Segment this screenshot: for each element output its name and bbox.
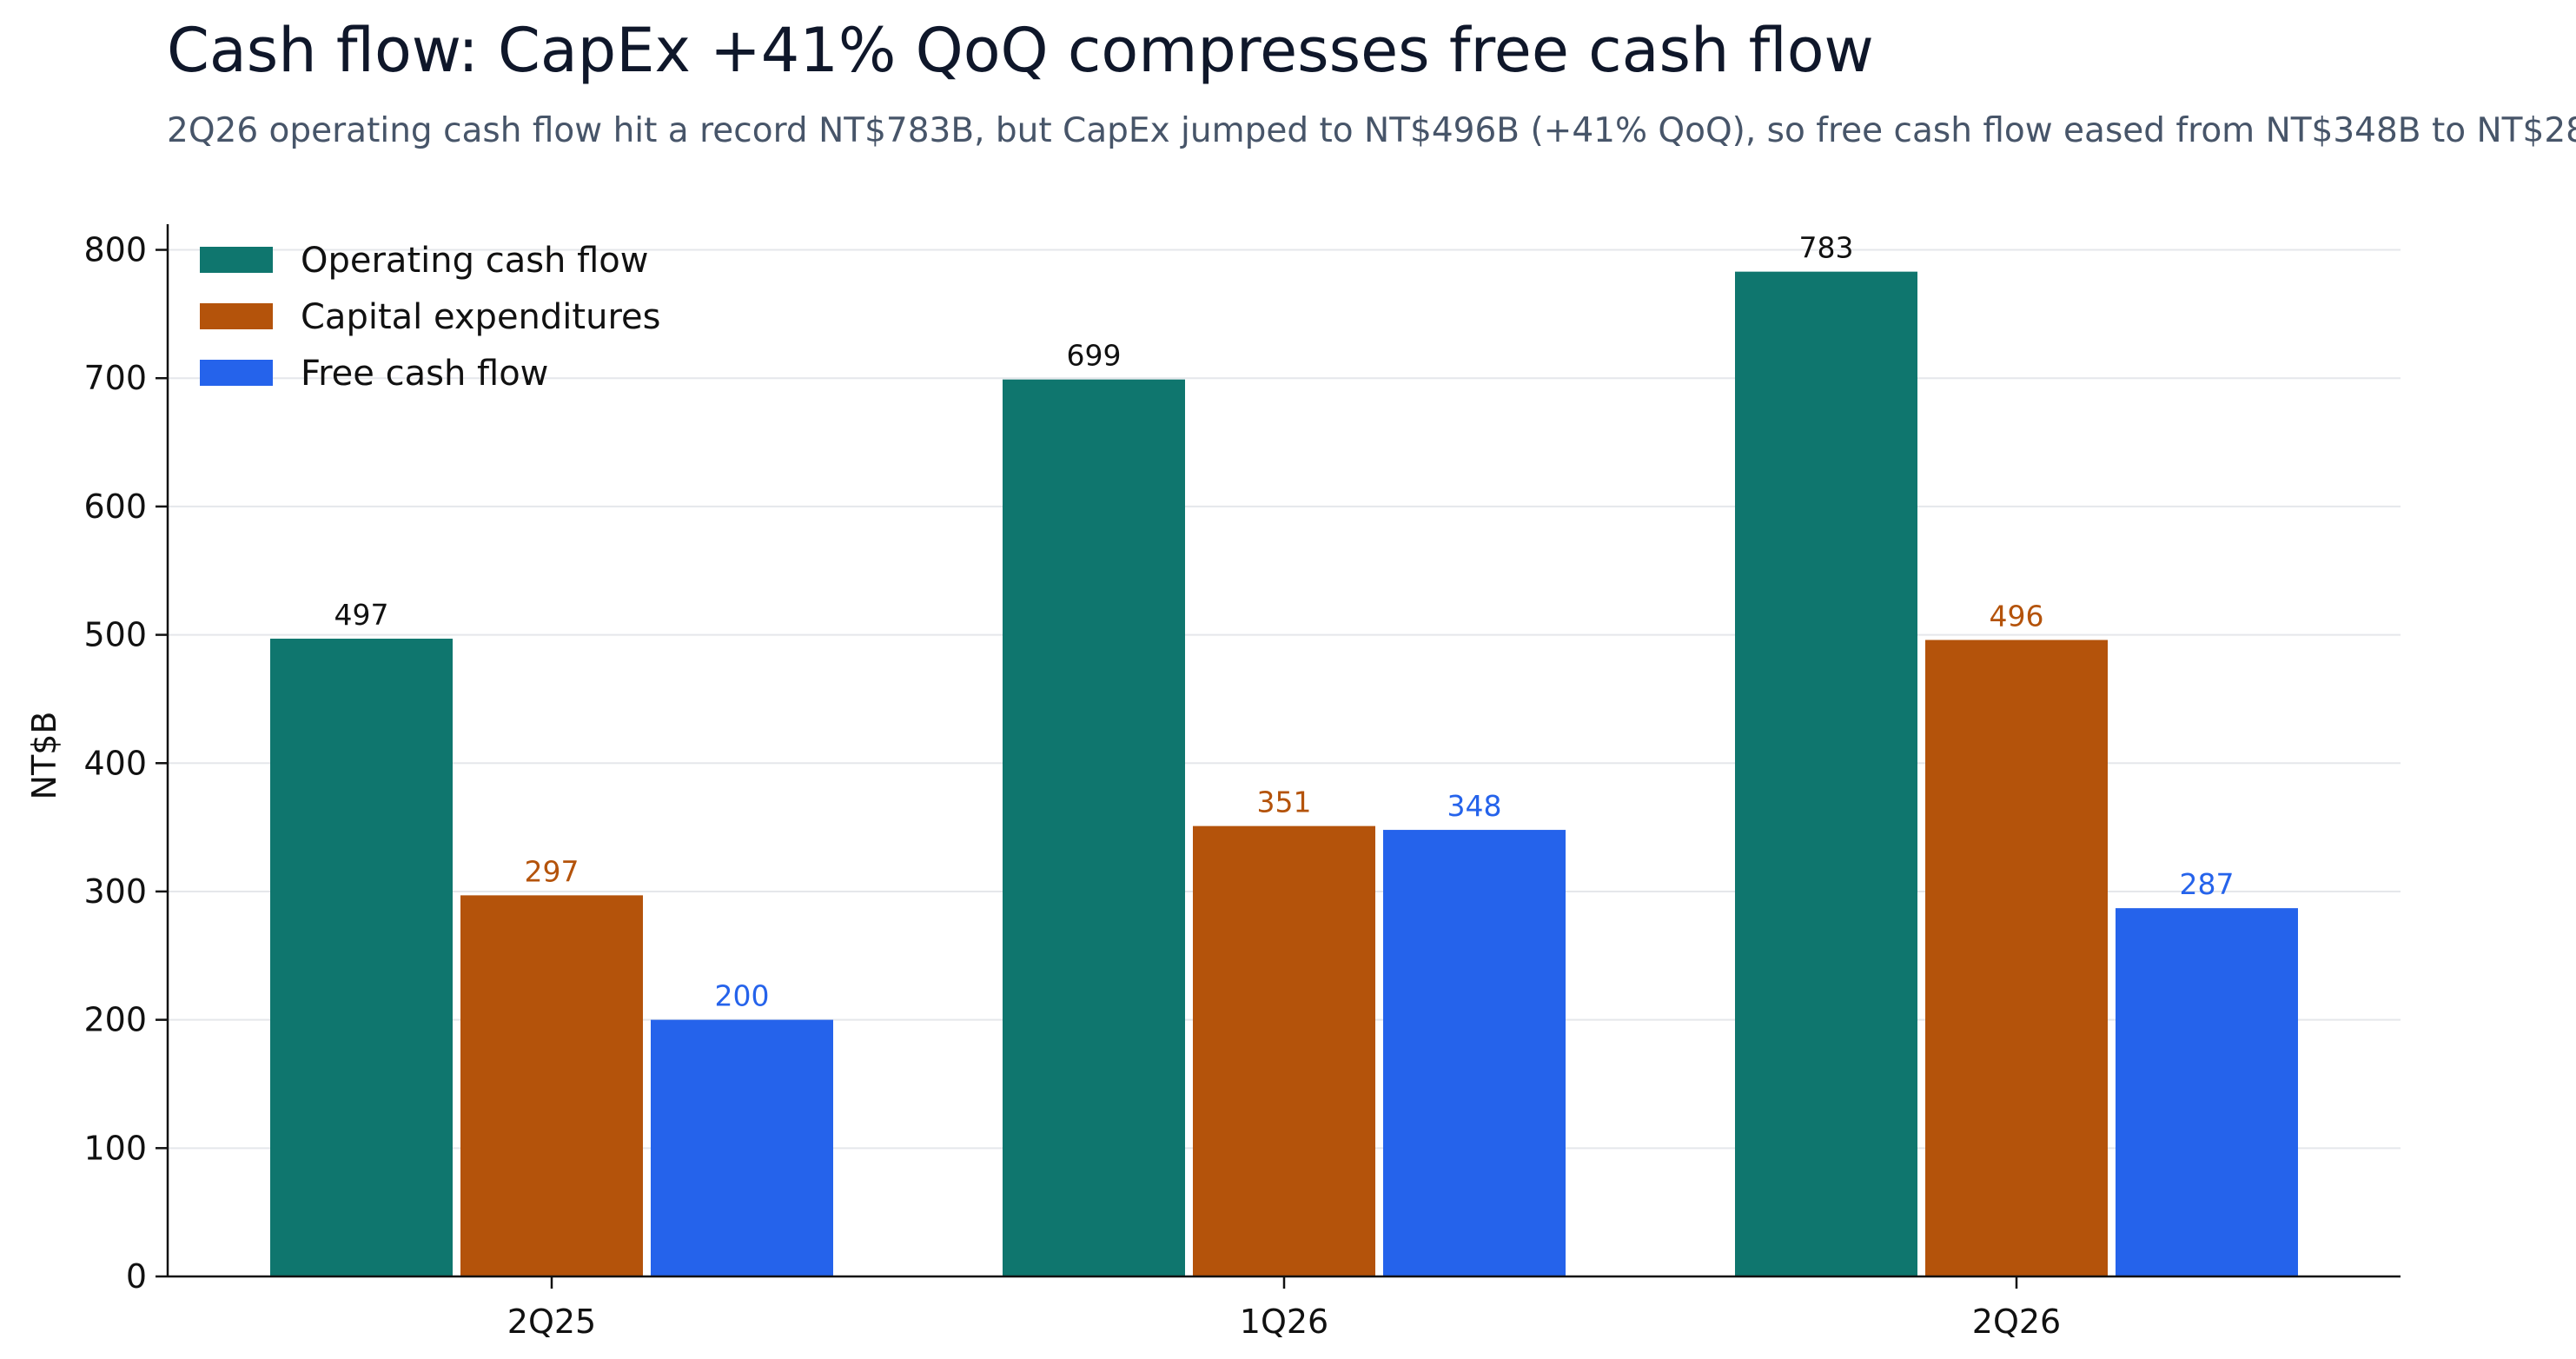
y-tick-label: 500	[83, 616, 147, 654]
y-tick-label: 400	[83, 744, 147, 782]
bar	[1735, 271, 1917, 1276]
bar	[270, 639, 453, 1276]
y-tick-label: 200	[83, 1001, 147, 1039]
legend-label: Operating cash flow	[301, 241, 649, 281]
bar-value-label: 699	[1067, 339, 1122, 373]
legend-swatch	[200, 360, 273, 386]
bar-value-label: 200	[715, 979, 770, 1013]
x-tick-label: 2Q26	[1972, 1303, 2061, 1341]
y-tick-label: 100	[83, 1129, 147, 1167]
bar	[1925, 640, 2108, 1276]
bar	[1003, 379, 1185, 1277]
legend-label: Capital expenditures	[301, 297, 660, 337]
bar	[2116, 908, 2298, 1276]
chart-title: Cash flow: CapEx +41% QoQ compresses fre…	[167, 15, 1874, 86]
bar	[1193, 825, 1375, 1276]
legend-swatch	[200, 303, 273, 329]
legend: Operating cash flow Capital expenditures F…	[200, 241, 660, 394]
bar	[1383, 830, 1566, 1276]
bar-value-labels: 497 297 200 699 351 348 783 496 287	[334, 231, 2235, 1013]
bar-value-label: 348	[1447, 789, 1502, 823]
bar-value-label: 287	[2180, 867, 2235, 901]
axes: 0 100 200 300 400 500 600 700 800 NT$B 2Q25 1Q26 2Q2…	[25, 224, 2401, 1341]
x-tick-label: 2Q25	[507, 1303, 596, 1341]
legend-label: Free cash flow	[301, 354, 548, 394]
bar-value-label: 351	[1257, 786, 1312, 819]
bar-value-label: 783	[1799, 231, 1854, 265]
bar	[651, 1019, 833, 1276]
y-tick-label: 800	[83, 231, 147, 269]
y-tick-label: 600	[83, 487, 147, 526]
y-tick-label: 700	[83, 359, 147, 397]
y-tick-label: 0	[126, 1257, 147, 1296]
x-tick-label: 1Q26	[1240, 1303, 1328, 1341]
bars	[270, 271, 2298, 1277]
bar-value-label: 496	[1990, 599, 2044, 633]
chart-subtitle: 2Q26 operating cash flow hit a record NT…	[167, 111, 2576, 150]
bar	[460, 895, 643, 1276]
y-axis-title: NT$B	[25, 712, 63, 800]
bar-value-label: 297	[525, 854, 579, 888]
legend-swatch	[200, 247, 273, 273]
bar-value-label: 497	[334, 598, 389, 632]
y-tick-label: 300	[83, 872, 147, 911]
